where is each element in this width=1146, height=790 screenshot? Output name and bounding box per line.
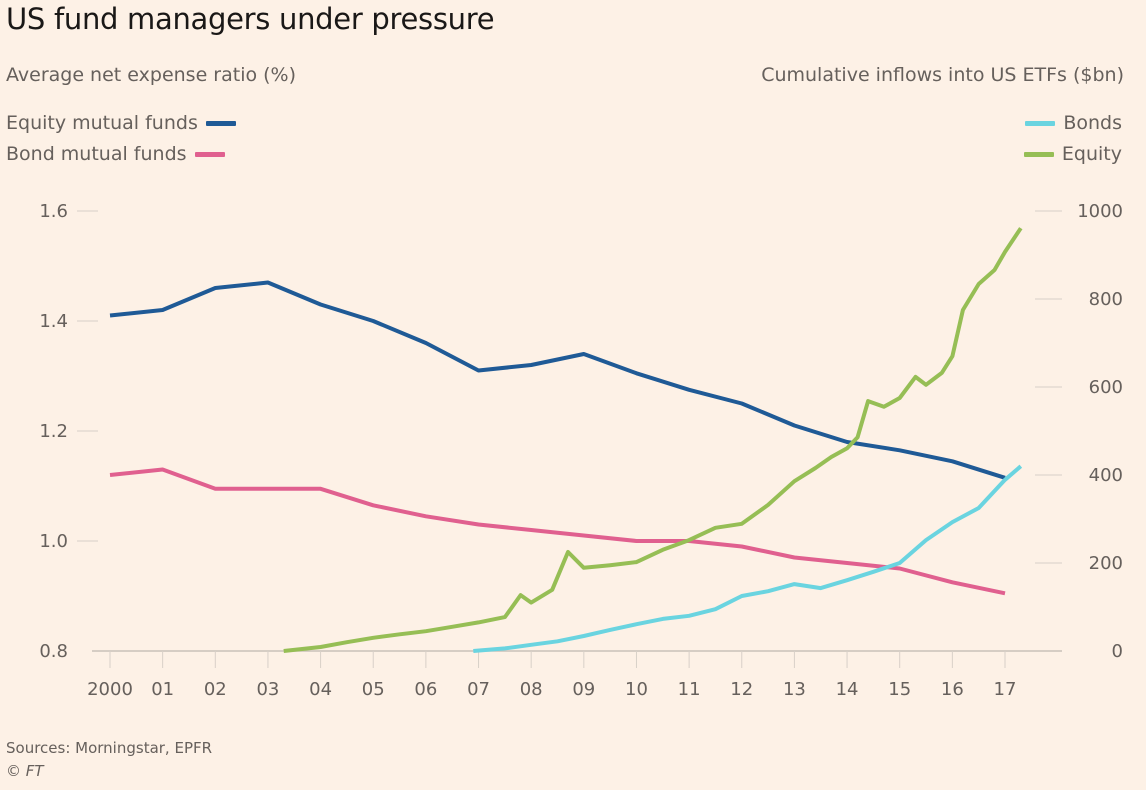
right-tick-label: 800: [1089, 289, 1123, 310]
x-tick-label: 10: [625, 679, 648, 700]
series-lines: [109, 227, 1023, 653]
right-tick-label: 1000: [1077, 201, 1123, 222]
source-note: Sources: Morningstar, EPFR © FT: [6, 737, 212, 783]
left-tick-label: 1.0: [39, 531, 68, 552]
left-axis-title: Average net expense ratio (%): [6, 64, 297, 86]
right-tick-label: 400: [1089, 465, 1123, 486]
legend-swatch-equity-mutual-funds: [205, 120, 236, 126]
x-tick-label: 11: [678, 679, 701, 700]
bonds-etf-line: [473, 464, 1023, 653]
x-tick-label: 08: [520, 679, 543, 700]
x-tick-label: 03: [256, 679, 279, 700]
legend-bonds-etf: Bonds: [1025, 109, 1122, 137]
legend-label: Bonds: [1063, 112, 1122, 134]
x-tick-label: 06: [414, 679, 437, 700]
right-axis-title: Cumulative inflows into US ETFs ($bn): [761, 64, 1124, 86]
equity-etf-line: [283, 227, 1023, 653]
bond-mutual-funds-line: [109, 467, 1006, 596]
x-tick-label: 16: [941, 679, 964, 700]
legend-equity-mutual-funds: Equity mutual funds: [6, 109, 236, 137]
right-tick-label: 0: [1112, 641, 1123, 662]
axes: 0.8 1.0 1.2 1.4 1.6 0 200 400 600 800 1000 2000 01 02…: [39, 201, 1123, 700]
legend-swatch-equity-etf: [1023, 151, 1054, 157]
x-tick-label: 04: [309, 679, 332, 700]
x-tick-label: 15: [888, 679, 911, 700]
left-tick-label: 1.6: [39, 201, 68, 222]
legend-label: Bond mutual funds: [6, 143, 187, 165]
legend-bond-mutual-funds: Bond mutual funds: [6, 140, 225, 168]
copyright-text: © FT: [6, 762, 44, 780]
x-tick-label: 17: [994, 679, 1017, 700]
legend-swatch-bond-mutual-funds: [194, 151, 225, 157]
x-tick-label: 01: [151, 679, 174, 700]
x-tick-label: 12: [730, 679, 753, 700]
x-tick-label: 2000: [87, 679, 133, 700]
x-tick-label: 07: [467, 679, 490, 700]
legend-label: Equity: [1061, 143, 1122, 165]
right-tick-label: 600: [1089, 377, 1123, 398]
x-tick-label: 05: [362, 679, 385, 700]
x-tick-label: 02: [204, 679, 227, 700]
legend-equity-etf: Equity: [1023, 140, 1122, 168]
left-tick-label: 0.8: [39, 641, 68, 662]
x-tick-label: 14: [836, 679, 859, 700]
left-tick-label: 1.2: [39, 421, 68, 442]
x-tick-label: 13: [783, 679, 806, 700]
legend-swatch-bonds-etf: [1025, 120, 1056, 126]
right-tick-label: 200: [1089, 553, 1123, 574]
equity-mutual-funds-line: [109, 280, 1006, 480]
source-text: Sources: Morningstar, EPFR: [6, 739, 213, 757]
x-tick-label: 09: [572, 679, 595, 700]
chart-title: US fund managers under pressure: [6, 2, 495, 36]
legend-label: Equity mutual funds: [6, 112, 198, 134]
left-tick-label: 1.4: [39, 311, 68, 332]
